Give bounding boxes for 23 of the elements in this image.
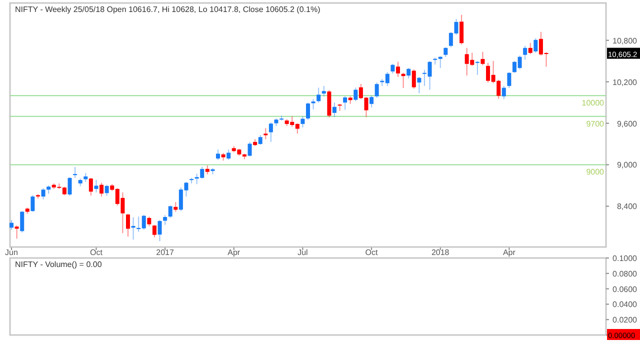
- chart-title: NIFTY - Weekly 25/05/18 Open 10616.7, Hi 10628, Lo 10417.8, Close 10605.2 (0.1%): [15, 5, 321, 14]
- y-tick-label: 0.0600: [612, 284, 638, 294]
- y-tick-label: 0.1000: [612, 254, 638, 263]
- y-tick-label: 9,600: [616, 119, 638, 128]
- x-tick-label: Oct: [90, 248, 104, 257]
- ref-line-label: 9000: [586, 168, 605, 177]
- x-tick-label: Apr: [228, 248, 240, 257]
- y-tick-label: 0.0400: [612, 300, 638, 310]
- y-tick-label: 9,000: [616, 160, 638, 170]
- ref-line-label: 9700: [586, 119, 605, 128]
- x-tick-label: 2018: [431, 248, 450, 257]
- x-tick-label: Oct: [365, 248, 379, 257]
- y-tick-label: 0.0800: [612, 269, 638, 278]
- x-tick-label: Apr: [502, 248, 516, 257]
- x-tick-label: Jun: [5, 248, 18, 257]
- y-tick-label: 10,800: [612, 36, 638, 46]
- ref-line-label: 10000: [582, 98, 605, 108]
- x-tick-label: 2017: [156, 248, 174, 257]
- y-tick-label: 0.0200: [612, 316, 638, 325]
- x-tick-label: Jul: [298, 248, 308, 257]
- chart-title: NIFTY - Volume() = 0.00: [15, 260, 102, 269]
- y-tick-label: 8,400: [616, 202, 638, 212]
- y-tick-label: 10,200: [612, 78, 638, 87]
